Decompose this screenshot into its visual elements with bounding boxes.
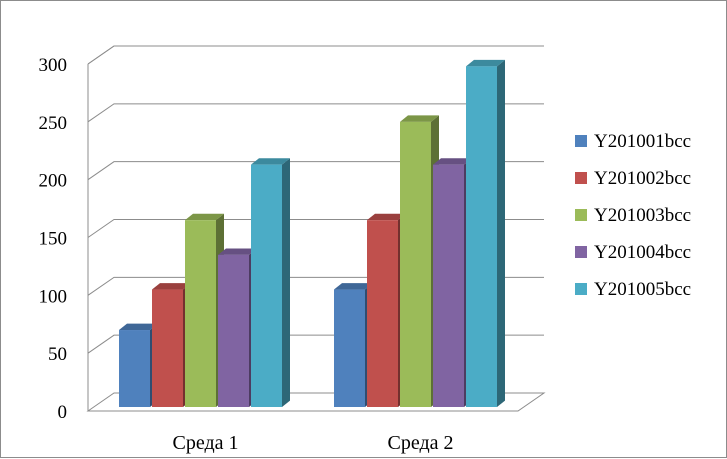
y-tick-label: 50 [48, 344, 67, 365]
legend-swatch [575, 172, 587, 184]
bar-front [152, 289, 183, 407]
legend-item: Y201004bcc [575, 242, 691, 263]
legend-swatch [575, 135, 587, 147]
bar-top [185, 213, 224, 221]
y-axis: 0 50 100 150 200 250 300 [39, 55, 68, 423]
bar-top [218, 248, 257, 255]
legend-swatch [575, 283, 587, 295]
gridlines [87, 45, 544, 354]
bar-front [251, 164, 282, 407]
legend-swatch [575, 246, 587, 258]
bar [466, 59, 505, 408]
legend-label: Y201002bcc [594, 168, 691, 189]
x-tick-label: Среда 1 [172, 432, 238, 454]
bar-front [433, 164, 464, 407]
bar-top [334, 283, 373, 290]
y-tick-label: 250 [39, 113, 68, 134]
floor [86, 392, 546, 412]
bar-side [497, 59, 505, 408]
bar-top [119, 323, 158, 331]
legend-label: Y201003bcc [594, 205, 691, 226]
y-tick-label: 100 [39, 286, 68, 307]
legend-item: Y201001bcc [575, 131, 691, 152]
bar-front [185, 220, 216, 407]
bar-top [433, 158, 472, 165]
y-tick-label: 200 [39, 171, 68, 192]
bar-top [466, 59, 505, 67]
gridline [87, 103, 544, 123]
bar-top [152, 283, 191, 290]
legend-item: Y201005bcc [575, 279, 691, 300]
legend-label: Y201005bcc [594, 279, 691, 300]
legend-item: Y201003bcc [575, 205, 691, 226]
legend: Y201001bcc Y201002bcc Y201003bcc Y201004bcc… [575, 131, 691, 300]
bar-side [282, 158, 290, 407]
legend-swatch [575, 209, 587, 221]
bar-top [367, 213, 406, 221]
y-tick-label: 0 [58, 402, 68, 423]
y-tick-label: 150 [39, 229, 68, 250]
bar-top [400, 115, 439, 122]
bar-top [251, 158, 290, 165]
bar-front [334, 289, 365, 407]
bar [251, 158, 290, 407]
bar-front [400, 121, 431, 407]
bars [119, 59, 505, 408]
gridline [87, 45, 544, 65]
bar-front [119, 330, 150, 407]
bar-front [466, 66, 497, 408]
x-axis: Среда 1 Среда 2 [172, 432, 453, 454]
legend-label: Y201004bcc [594, 242, 691, 263]
bar-front [218, 254, 249, 407]
bar-front [367, 220, 398, 407]
legend-item: Y201002bcc [575, 168, 691, 189]
x-tick-label: Среда 2 [387, 432, 453, 454]
y-tick-label: 300 [39, 55, 68, 76]
legend-label: Y201001bcc [594, 131, 691, 152]
